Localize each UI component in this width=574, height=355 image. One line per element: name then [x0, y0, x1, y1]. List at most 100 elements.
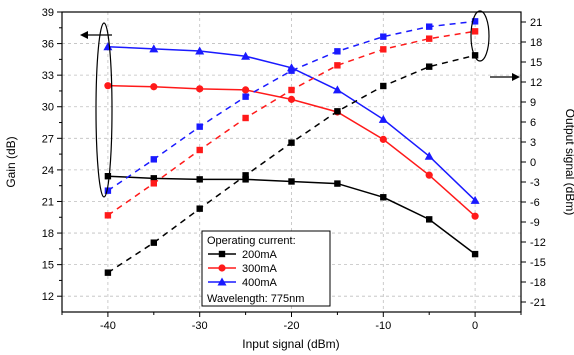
output-point-200ma [242, 172, 249, 179]
gain-point-400ma [241, 51, 251, 60]
y-tick-label: 24 [42, 165, 54, 177]
y-tick-label: 27 [42, 133, 54, 145]
gain-point-300ma [104, 82, 112, 90]
output-point-300ma [196, 146, 203, 154]
y2-tick-label: 6 [530, 117, 536, 129]
output-point-400ma [104, 187, 112, 194]
output-point-200ma [380, 82, 387, 90]
output-point-300ma [426, 35, 433, 42]
legend-entry-300ma: 300mA [242, 263, 278, 275]
output-point-200ma [288, 139, 295, 146]
output-point-400ma [242, 93, 249, 100]
y2-tick-label: -21 [530, 297, 546, 309]
y-axis-label: Gain (dB) [4, 136, 18, 187]
x-axis-label: Input signal (dBm) [242, 337, 339, 351]
y2-tick-label: 21 [530, 17, 542, 29]
legend-swatch-marker-300ma [218, 264, 226, 272]
gain-point-400ma [195, 46, 205, 55]
y2-tick-label: -15 [530, 257, 546, 269]
gain-point-300ma [287, 95, 296, 103]
x-tick-label: -20 [284, 320, 300, 332]
y-tick-label: 15 [42, 260, 54, 272]
legend-swatch-marker-200ma [218, 250, 226, 258]
gain-point-300ma [242, 86, 250, 94]
legend-swatch-marker-400ma [217, 277, 227, 286]
output-point-300ma [104, 212, 112, 219]
output-point-200ma [334, 108, 341, 115]
y2-tick-label: 15 [530, 57, 542, 69]
output-point-300ma [334, 62, 341, 69]
y2-tick-label: -18 [530, 277, 546, 289]
legend-box [201, 230, 331, 307]
legend-entries: 200mA 300mA 400mA [208, 249, 278, 289]
y2-axis-ticks: -21 -18 -15 -12 -9 -6 -3 0 3 6 9 12 15 18 21 [521, 17, 546, 309]
y-tick-label: 36 [42, 39, 54, 51]
gain-point-200ma [104, 173, 112, 180]
output-point-200ma [150, 239, 157, 246]
output-point-400ma [288, 67, 295, 74]
y-tick-label: 30 [42, 102, 54, 114]
gain-point-400ma [378, 114, 388, 123]
output-point-300ma [380, 46, 387, 53]
y2-axis-label: Output signal (dBm) [563, 109, 574, 216]
output-point-400ma [334, 48, 341, 55]
gain-point-400ma [149, 44, 159, 53]
output-point-200ma [104, 269, 112, 276]
y-tick-label: 18 [42, 228, 54, 240]
output-point-400ma [426, 23, 433, 30]
x-tick-label: -40 [100, 320, 116, 332]
gain-point-400ma [332, 85, 342, 94]
legend-note: Wavelength: 775nm [207, 293, 304, 305]
y2-tick-label: 18 [530, 37, 542, 49]
legend: Operating current: 200mA 300mA 400mA Wavel… [201, 230, 331, 307]
y2-tick-label: -6 [530, 197, 540, 209]
output-point-200ma [471, 52, 479, 59]
gain-point-300ma [150, 83, 158, 91]
x-tick-label: 0 [472, 320, 478, 332]
y2-tick-label: 0 [530, 157, 536, 169]
gain-point-300ma [196, 85, 204, 93]
output-point-400ma [380, 33, 387, 40]
gain-point-200ma [380, 194, 387, 201]
output-point-400ma [150, 156, 157, 163]
output-point-200ma [426, 63, 433, 70]
gain-point-200ma [242, 176, 249, 183]
x-axis-ticks: -40 -30 -20 -10 0 [61, 312, 522, 332]
y-tick-label: 12 [42, 291, 54, 303]
y-tick-label: 39 [42, 7, 54, 19]
y2-tick-label: 3 [530, 137, 536, 149]
y2-tick-label: 12 [530, 77, 542, 89]
gain-point-300ma [379, 135, 387, 143]
output-group-ellipse [470, 10, 490, 62]
output-point-300ma [288, 86, 295, 94]
gain-group-ellipse [95, 22, 113, 198]
gain-point-200ma [150, 175, 157, 182]
output-point-400ma [196, 123, 203, 130]
legend-entry-200ma: 200mA [242, 249, 278, 261]
output-point-200ma [196, 205, 203, 212]
y-axis-ticks: 12 15 18 21 24 27 30 33 36 39 [42, 7, 62, 303]
gain-point-300ma [471, 212, 479, 220]
output-point-400ma [471, 18, 479, 25]
gain-axis-arrowhead [80, 31, 88, 39]
gain-point-200ma [334, 180, 341, 187]
y-tick-label: 21 [42, 196, 54, 208]
gain-point-200ma [471, 250, 479, 258]
y2-tick-label: 9 [530, 97, 536, 109]
series-markers [103, 18, 480, 276]
gain-point-200ma [196, 176, 203, 183]
y2-tick-label: -9 [530, 217, 540, 229]
output-axis-arrowhead [512, 73, 520, 81]
output-point-300ma [150, 180, 157, 187]
gain-point-200ma [426, 216, 433, 223]
x-tick-label: -30 [192, 320, 208, 332]
gain-point-200ma [288, 178, 295, 185]
legend-title: Operating current: [207, 235, 296, 247]
legend-entry-400ma: 400mA [242, 277, 278, 289]
gain-point-400ma [424, 151, 434, 160]
y2-tick-label: -12 [530, 237, 546, 249]
y-tick-label: 33 [42, 70, 54, 82]
gain-point-400ma [470, 195, 480, 204]
output-point-300ma [471, 28, 479, 35]
